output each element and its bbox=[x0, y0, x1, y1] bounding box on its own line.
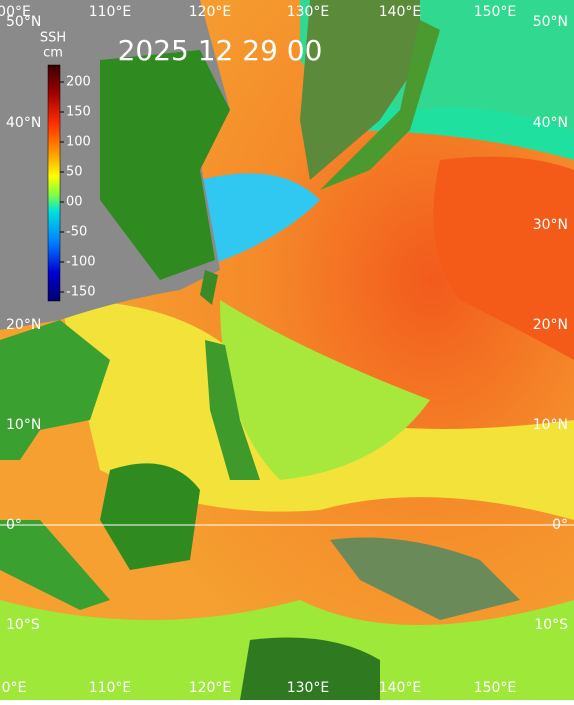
lon-label: 00°E bbox=[0, 4, 31, 20]
lat-label: 40°N bbox=[533, 115, 568, 131]
lon-label: 140°E bbox=[379, 4, 422, 20]
lon-label: 150°E bbox=[474, 680, 517, 696]
lat-label: 10°N bbox=[533, 417, 568, 433]
map-title: 2025 12 29 00 bbox=[118, 34, 323, 67]
colorbar-unit: cm bbox=[43, 46, 63, 61]
colorbar-tick-label: -150 bbox=[66, 285, 96, 300]
lat-label: 20°N bbox=[6, 317, 41, 333]
lat-label: 0° bbox=[6, 517, 22, 533]
lat-label: 10°S bbox=[6, 617, 40, 633]
lat-label: 10°S bbox=[534, 617, 568, 633]
colorbar-title: SSH bbox=[40, 31, 66, 46]
lon-label: 130°E bbox=[287, 4, 330, 20]
lat-label: 10°N bbox=[6, 417, 41, 433]
lon-label: 150°E bbox=[474, 4, 517, 20]
colorbar-tick-label: -50 bbox=[66, 225, 87, 240]
lon-label: 140°E bbox=[379, 680, 422, 696]
lon-label: 130°E bbox=[287, 680, 330, 696]
lon-label: 110°E bbox=[89, 680, 132, 696]
colorbar-tick-label: 200 bbox=[66, 75, 91, 90]
colorbar: SSH cm 200 150 100 50 00 -50 -100 -150 bbox=[40, 31, 96, 302]
graticule-labels: 00°E 110°E 120°E 130°E 140°E 150°E 0°E 110°E 120… bbox=[0, 4, 568, 696]
lat-label: 40°N bbox=[6, 115, 41, 131]
lon-label: 110°E bbox=[89, 4, 132, 20]
lat-label: 0° bbox=[552, 517, 568, 533]
lon-label: 0°E bbox=[2, 680, 27, 696]
lat-label: 50°N bbox=[533, 14, 568, 30]
colorbar-tick-label: 100 bbox=[66, 135, 91, 150]
lon-label: 120°E bbox=[189, 680, 232, 696]
colorbar-tick-label: 00 bbox=[66, 195, 83, 210]
lat-label: 50°N bbox=[6, 14, 41, 30]
colorbar-tick-label: -100 bbox=[66, 255, 96, 270]
colorbar-tick-label: 150 bbox=[66, 105, 91, 120]
lon-label: 120°E bbox=[189, 4, 232, 20]
lat-label: 30°N bbox=[533, 217, 568, 233]
lat-label: 20°N bbox=[533, 317, 568, 333]
colorbar-tick-label: 50 bbox=[66, 165, 83, 180]
